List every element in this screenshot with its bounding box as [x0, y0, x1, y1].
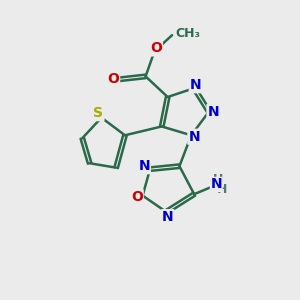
Text: H: H	[212, 173, 223, 186]
Text: N: N	[162, 210, 173, 224]
Text: N: N	[138, 159, 150, 173]
Text: CH₃: CH₃	[175, 27, 200, 40]
Text: N: N	[208, 105, 219, 119]
Text: O: O	[150, 41, 162, 56]
Text: N: N	[188, 130, 200, 144]
Text: H: H	[217, 183, 227, 196]
Text: O: O	[131, 190, 143, 204]
Text: O: O	[107, 72, 119, 86]
Text: S: S	[94, 106, 103, 120]
Text: N: N	[190, 78, 202, 92]
Text: N: N	[210, 177, 222, 191]
